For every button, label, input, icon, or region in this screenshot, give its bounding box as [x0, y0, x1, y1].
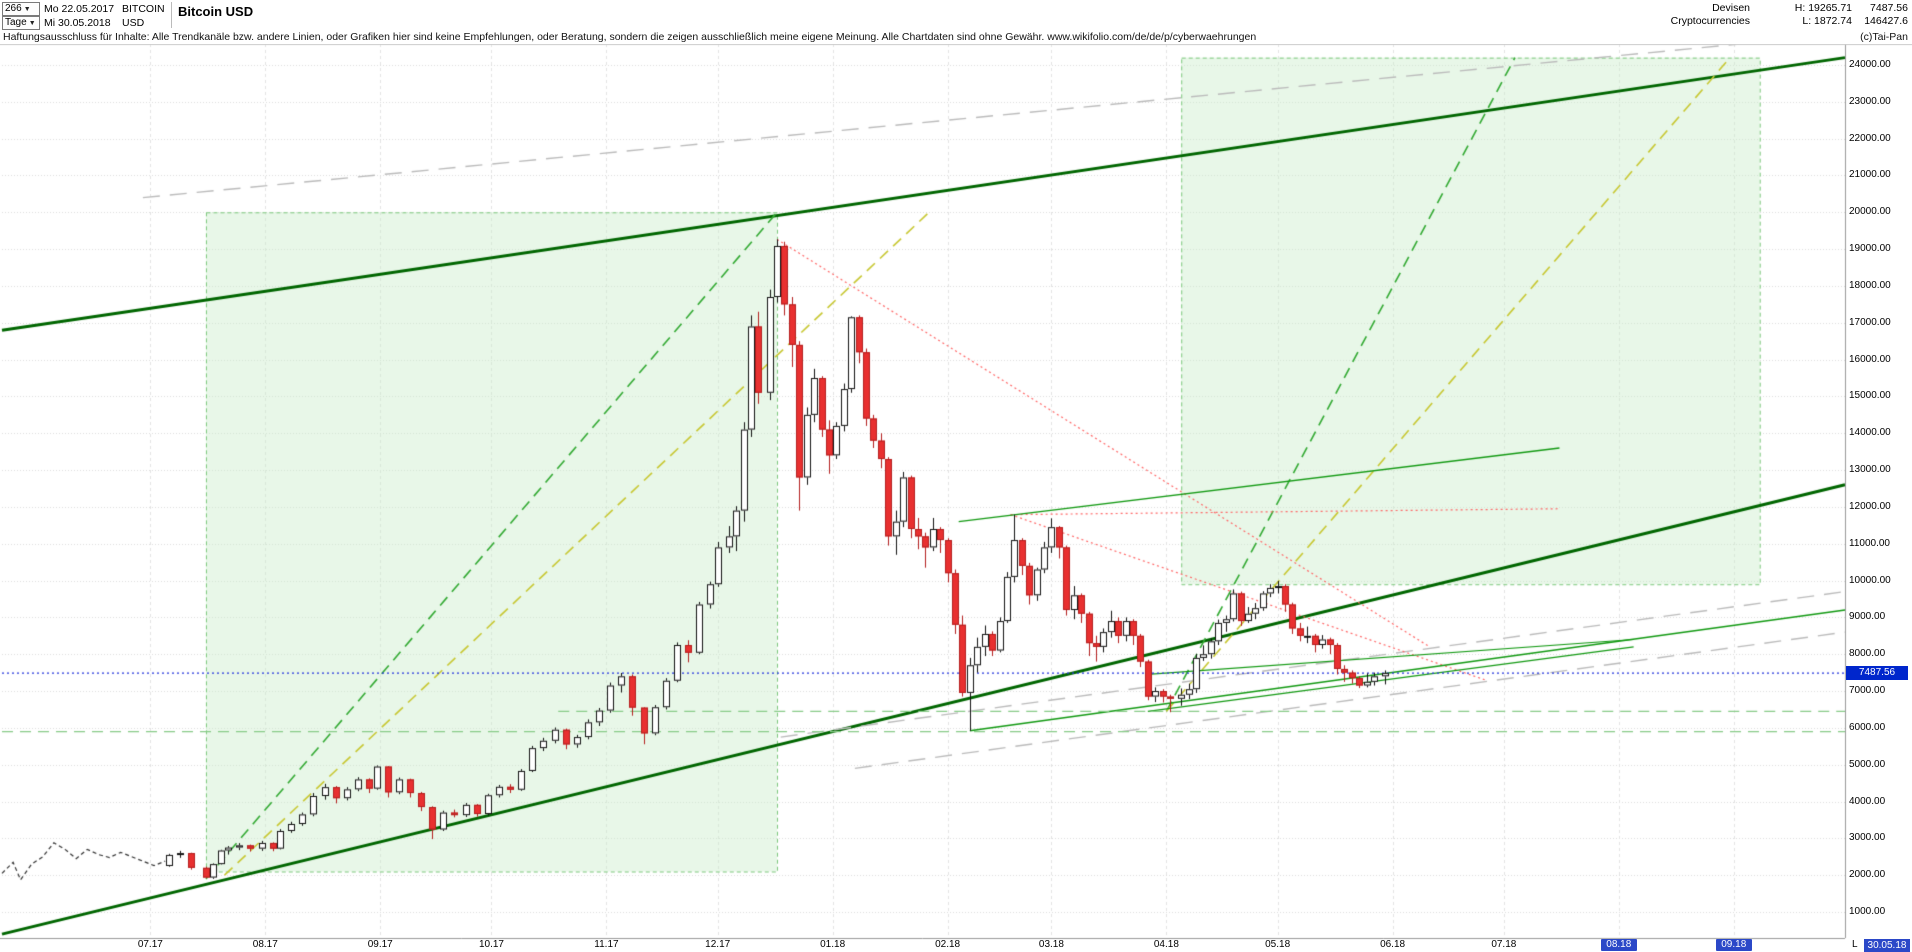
- time-axis-label: 11.17: [594, 939, 619, 950]
- price-axis-label: 3000.00: [1849, 832, 1886, 844]
- price-axis-label: 10000.00: [1849, 574, 1891, 586]
- secondary-value: 146427.6: [1864, 15, 1908, 27]
- category-line-2: Cryptocurrencies: [1670, 15, 1750, 27]
- period-dropdown[interactable]: Tage ▼: [2, 16, 40, 30]
- price-axis-label: 1000.00: [1849, 906, 1886, 917]
- time-axis-label: 03.18: [1038, 939, 1064, 950]
- high-low-info: H: 19265.71 L: 1872.74: [1795, 2, 1852, 28]
- bars-count-dropdown[interactable]: 266 ▼: [2, 2, 40, 16]
- time-axis-label: 05.18: [1265, 939, 1291, 950]
- high-value: H: 19265.71: [1794, 2, 1852, 14]
- disclaimer-text: Haftungsausschluss für Inhalte: Alle Tre…: [3, 31, 1257, 43]
- price-axis-label: 8000.00: [1849, 648, 1886, 660]
- price-axis-label: 11000.00: [1849, 537, 1890, 549]
- price-axis-label: 17000.00: [1849, 316, 1891, 328]
- divider: [171, 2, 172, 28]
- price-axis-label: 7000.00: [1849, 685, 1886, 697]
- price-axis-label: 15000.00: [1849, 390, 1891, 402]
- chevron-down-icon: ▼: [28, 19, 36, 27]
- last-price-value: 7487.56: [1870, 2, 1908, 14]
- price-axis-label: 14000.00: [1849, 427, 1891, 439]
- instrument-category: Devisen Cryptocurrencies: [1671, 2, 1750, 28]
- time-axis-label: 10.17: [478, 939, 504, 950]
- price-axis-label: 18000.00: [1849, 279, 1891, 291]
- range-start-date: Mo 22.05.2017: [44, 3, 115, 15]
- copyright-text: (c)Tai-Pan: [1860, 31, 1908, 43]
- time-axis-label: 07.17: [137, 939, 163, 950]
- chart-title: Bitcoin USD: [178, 4, 254, 19]
- time-axis-label: 08.18: [1600, 939, 1637, 951]
- time-axis-label: 04.18: [1153, 939, 1179, 950]
- price-axis-label: 5000.00: [1849, 758, 1886, 770]
- symbol-name: BITCOIN: [122, 3, 165, 15]
- time-axis-label: 02.18: [935, 939, 961, 950]
- time-axis-label: 07.18: [1491, 939, 1517, 950]
- price-axis-label: 21000.00: [1849, 169, 1891, 181]
- disclaimer-bar: Haftungsausschluss für Inhalte: Alle Tre…: [0, 30, 1912, 44]
- current-price-tag: 7487.56: [1846, 666, 1908, 681]
- low-value: L: 1872.74: [1802, 15, 1852, 27]
- bars-count-value: 266: [5, 3, 22, 14]
- last-date-prefix: L: [1852, 939, 1858, 950]
- price-axis-label: 16000.00: [1849, 353, 1891, 365]
- price-axis-label: 6000.00: [1849, 721, 1886, 733]
- price-axis-label: 22000.00: [1849, 132, 1891, 144]
- price-axis-label: 4000.00: [1849, 795, 1886, 807]
- chevron-down-icon: ▼: [23, 5, 31, 13]
- time-axis-label: 08.17: [252, 939, 278, 950]
- price-axis-label: 20000.00: [1849, 206, 1891, 218]
- symbol-currency: USD: [122, 17, 145, 29]
- category-line-1: Devisen: [1712, 2, 1750, 14]
- range-end-date: Mi 30.05.2018: [44, 17, 111, 29]
- time-axis-label: 12.17: [705, 939, 731, 950]
- time-axis-label: 06.18: [1380, 939, 1406, 950]
- last-date-chip: 30.05.18: [1864, 939, 1910, 952]
- period-value: Tage: [5, 17, 27, 28]
- price-axis-label: 19000.00: [1849, 243, 1891, 255]
- price-axis-label: 2000.00: [1849, 869, 1886, 881]
- price-axis-label: 13000.00: [1849, 464, 1891, 476]
- price-axis-label: 23000.00: [1849, 95, 1891, 107]
- price-axis-label: 12000.00: [1849, 500, 1891, 512]
- price-axis-label: 24000.00: [1849, 59, 1891, 70]
- time-axis-label: 09.17: [367, 939, 393, 950]
- time-axis-label: 09.18: [1715, 939, 1752, 951]
- time-axis-label: 01.18: [820, 939, 846, 950]
- last-price-info: 7487.56 146427.6: [1864, 2, 1908, 28]
- price-axis-label: 9000.00: [1849, 611, 1886, 623]
- top-toolbar: 266 ▼ Mo 22.05.2017 BITCOIN Tage ▼ Mi 30…: [0, 0, 1912, 30]
